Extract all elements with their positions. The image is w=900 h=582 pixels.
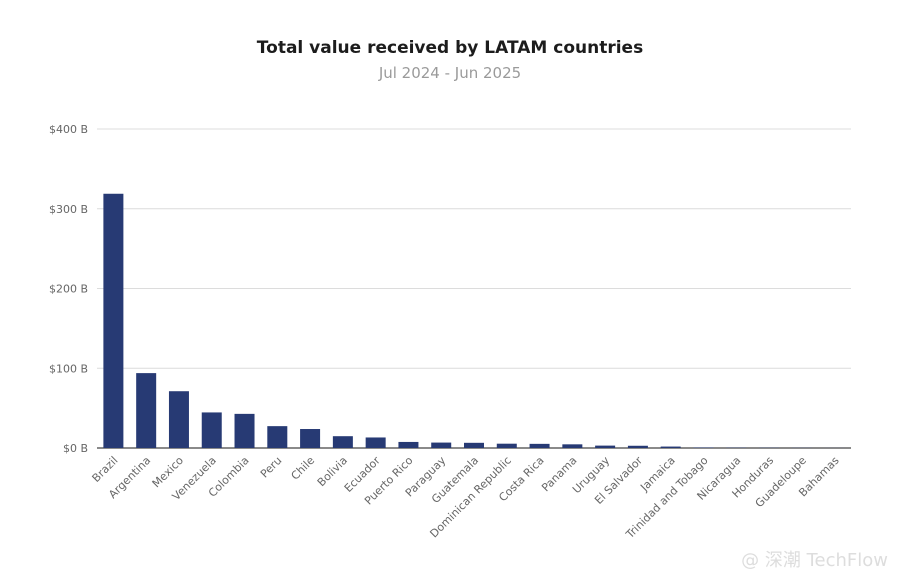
bar-venezuela bbox=[201, 412, 222, 448]
bar-uruguay bbox=[595, 445, 616, 448]
bar-jamaica bbox=[660, 446, 681, 448]
bar-ecuador bbox=[365, 437, 386, 448]
bar-colombia bbox=[234, 413, 255, 448]
y-tick-label: $300 B bbox=[49, 203, 88, 216]
x-tick-label: Chile bbox=[289, 454, 318, 483]
y-tick-label: $200 B bbox=[49, 283, 88, 296]
bar-mexico bbox=[168, 391, 189, 448]
bar-peru bbox=[267, 426, 288, 448]
chart-title: Total value received by LATAM countries bbox=[256, 38, 644, 58]
x-tick-label: Brazil bbox=[90, 454, 121, 485]
bar-guatemala bbox=[464, 442, 484, 448]
bar-dominican-republic bbox=[496, 443, 517, 448]
bar-puerto-rico bbox=[398, 441, 419, 448]
bar-costa-rica bbox=[529, 443, 550, 448]
watermark-logo: @ 深潮 TechFlow bbox=[741, 550, 888, 571]
bar-paraguay bbox=[431, 442, 452, 448]
y-tick-label: $400 B bbox=[49, 123, 88, 136]
bar-bolivia bbox=[332, 436, 353, 448]
bar-chile bbox=[300, 429, 321, 448]
bar-el-salvador bbox=[627, 445, 648, 448]
x-tick-label: Peru bbox=[258, 454, 285, 481]
bar-argentina bbox=[136, 373, 157, 448]
chart-subtitle: Jul 2024 - Jun 2025 bbox=[378, 64, 522, 82]
bar-panama bbox=[562, 444, 583, 448]
y-tick-label: $100 B bbox=[49, 362, 88, 375]
y-tick-label: $0 B bbox=[63, 442, 88, 455]
bar-brazil bbox=[103, 193, 124, 448]
